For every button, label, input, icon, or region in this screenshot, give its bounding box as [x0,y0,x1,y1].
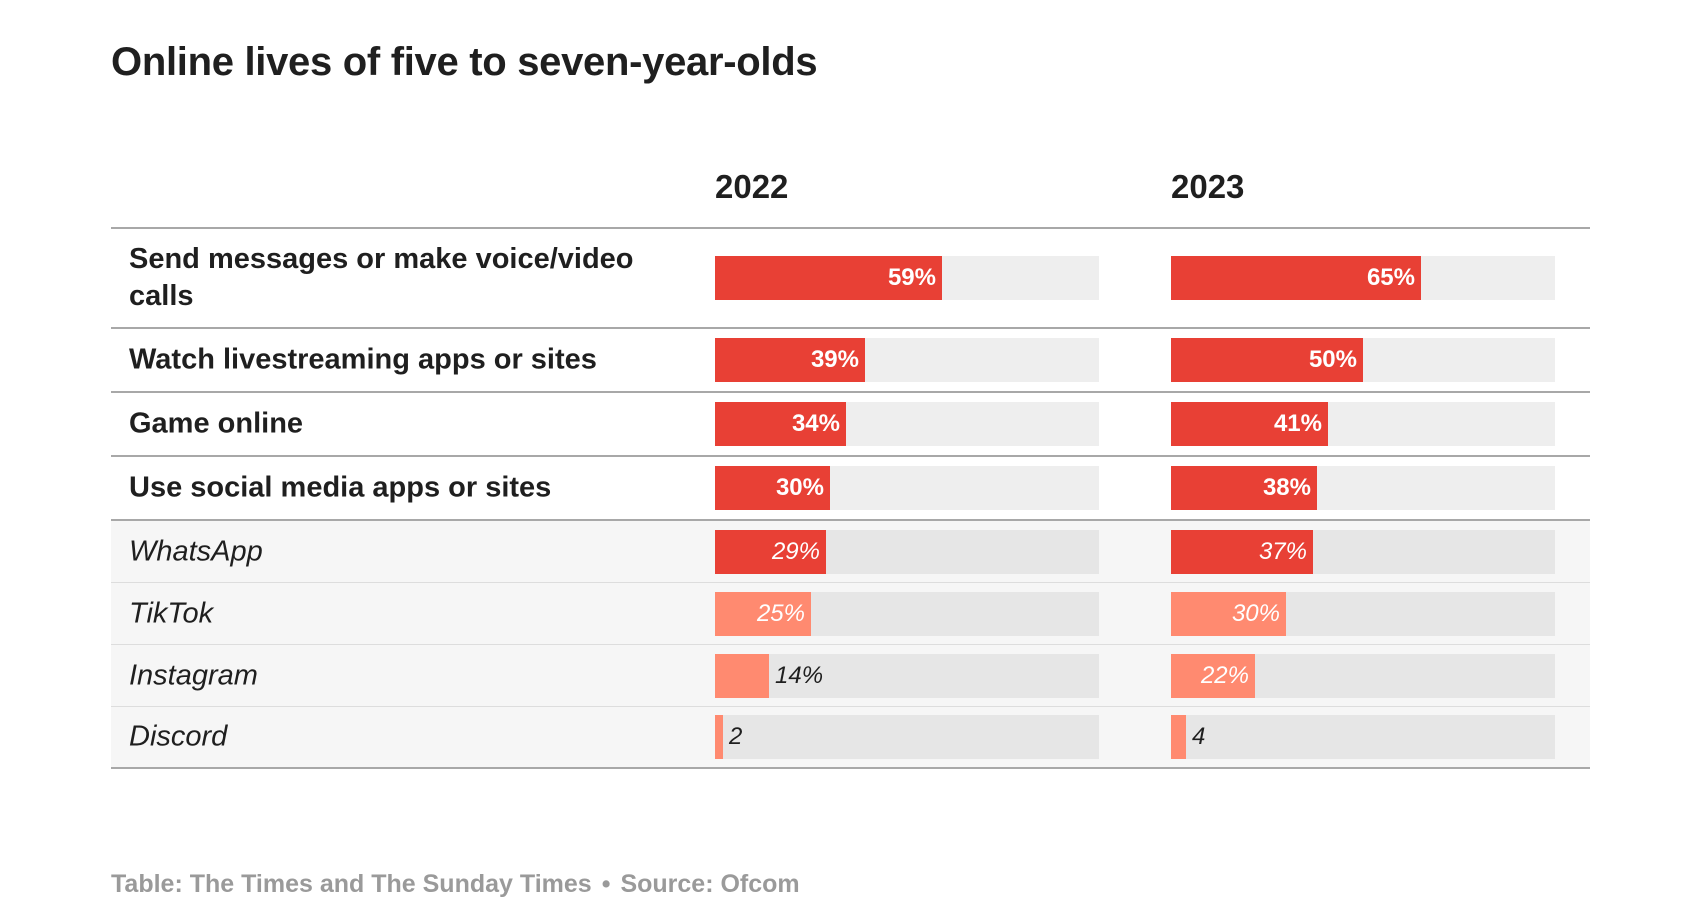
bar-2022 [715,256,942,300]
bar-value-label: 59% [887,264,936,291]
table-header: 2022 2023 [111,150,1590,229]
bar-track: 4 [1171,715,1555,759]
row-label: Instagram [129,659,258,691]
bar-2023 [1171,466,1317,510]
bar-track: 39% [715,338,1099,382]
table-row: Watch livestreaming apps or sites 39% 50% [111,329,1590,393]
bar-2023 [1171,715,1186,759]
bar-track: 50% [1171,338,1555,382]
column-header-2022: 2022 [715,168,789,205]
table-row: TikTok 25% 30% [111,583,1590,645]
bar-2023 [1171,402,1328,446]
bar-2022 [715,715,723,759]
bar-value-label: 41% [1273,410,1322,437]
row-label: WhatsApp [129,535,263,567]
bar-value-label: 30% [1231,599,1280,627]
row-label: TikTok [129,597,214,629]
chart-title: Online lives of five to seven-year-olds [111,40,818,84]
source-text: Source: Ofcom [620,870,800,898]
bar-2023 [1171,591,1286,636]
table-row: Game online 34% 41% [111,393,1590,457]
bar-track: 22% [1171,653,1555,698]
bar-2022 [715,529,826,574]
bar-value-label: 50% [1308,346,1357,373]
table-row: Send messages or make voice/video calls 5… [111,229,1590,329]
bar-track: 41% [1171,402,1555,446]
credit-text: Table: The Times and The Sunday Times [111,870,592,898]
bar-track: 29% [715,529,1099,574]
bar-track: 30% [715,466,1099,510]
bar-value-label: 4 [1192,723,1206,750]
bar-2023 [1171,256,1421,300]
bar-track: 34% [715,402,1099,446]
bar-track: 38% [1171,466,1555,510]
bar-2022 [715,402,846,446]
table-row: Use social media apps or sites 30% 38% [111,457,1590,521]
bar-track: 2 [715,715,1099,759]
bar-2023 [1171,653,1255,698]
row-label: Send messages or make voice/video calls [129,243,634,312]
bar-value-label: 29% [771,537,820,565]
bar-value-label: 37% [1258,537,1307,565]
bar-track: 30% [1171,591,1555,636]
row-label: Discord [129,720,228,753]
bar-value-label: 14% [775,661,824,689]
bar-value-label: 2 [729,723,743,750]
bar-2022 [715,466,830,510]
footer-separator: • [601,870,611,898]
table-row: Discord 2 4 [111,707,1590,769]
bar-value-label: 22% [1200,661,1249,689]
bar-2022 [715,653,769,698]
bar-value-label: 38% [1262,474,1311,501]
bar-2022 [715,338,865,382]
bar-track: 37% [1171,529,1555,574]
bar-track: 14% [715,653,1099,698]
bar-track: 25% [715,591,1099,636]
row-label: Game online [129,407,304,440]
bar-track: 59% [715,256,1099,300]
table-row: Instagram 14% 22% [111,645,1590,707]
data-table: 2022 2023 Send messages or make voice/vi… [111,150,1590,769]
bar-value-label: 25% [756,599,805,627]
row-label: Use social media apps or sites [129,471,552,504]
bar-2022 [715,591,811,636]
chart-footer: Table: The Times and The Sunday Times • So… [111,870,800,899]
bar-2023 [1171,529,1313,574]
table-body: Send messages or make voice/video calls 5… [111,229,1590,769]
row-label: Watch livestreaming apps or sites [129,343,597,376]
bar-value-label: 30% [775,474,824,501]
bar-value-label: 39% [810,346,859,373]
bar-value-label: 65% [1366,264,1415,291]
bar-track: 65% [1171,256,1555,300]
bar-value-label: 34% [791,410,840,437]
column-header-2023: 2023 [1171,168,1245,205]
bar-2023 [1171,338,1363,382]
table-row: WhatsApp 29% 37% [111,521,1590,583]
